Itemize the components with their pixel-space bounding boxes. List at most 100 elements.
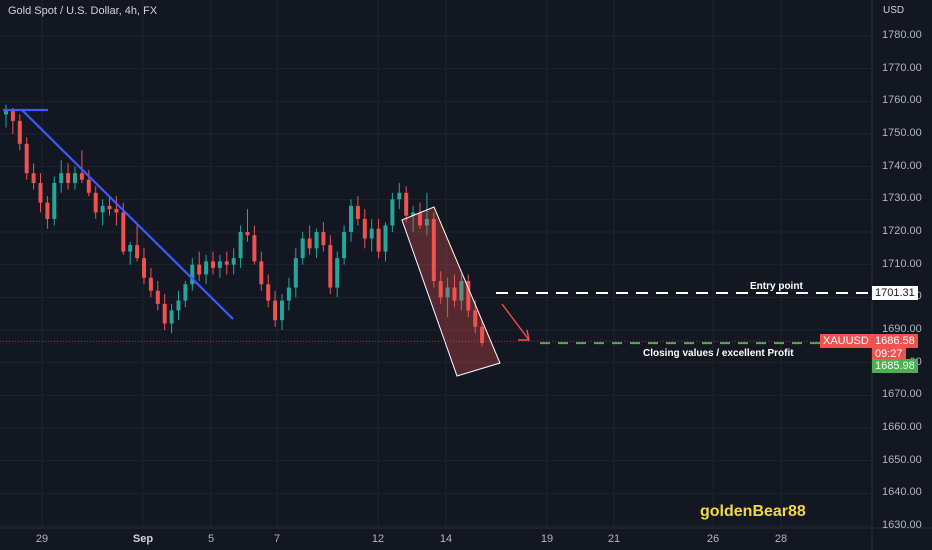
brand-watermark: goldenBear88 <box>700 503 806 520</box>
candle <box>38 173 43 213</box>
candle-body <box>114 209 119 213</box>
candle-body <box>266 284 271 301</box>
candle <box>162 294 167 330</box>
candle-body <box>390 199 395 226</box>
candle-body <box>376 228 381 252</box>
candle-body <box>411 212 416 216</box>
price-tick-label: 1750.00 <box>882 127 922 139</box>
candle <box>404 186 409 223</box>
candle <box>59 160 64 193</box>
candle <box>321 222 326 252</box>
candle-body <box>190 264 195 285</box>
price-tick-label: 1760.00 <box>882 94 922 107</box>
price-tick-label: 1670.00 <box>882 388 922 401</box>
arrow-head <box>518 329 530 341</box>
candle <box>307 225 312 255</box>
candle <box>369 218 374 252</box>
candle <box>438 271 443 304</box>
candle <box>466 274 471 317</box>
candle-body <box>204 261 209 275</box>
candle <box>45 196 50 229</box>
candle-body <box>355 205 360 219</box>
candle <box>342 225 347 265</box>
candlestick-series <box>4 104 485 347</box>
target-price-tag: 1685.98 <box>872 359 918 373</box>
candle <box>314 228 319 259</box>
time-tick-label: 14 <box>439 533 453 545</box>
candle-body <box>397 192 402 200</box>
candle <box>383 222 388 262</box>
price-tick-label: 1720.00 <box>882 225 922 237</box>
candle-body <box>31 173 36 183</box>
candle <box>452 274 457 308</box>
candle-body <box>128 245 133 252</box>
candle <box>349 199 353 242</box>
price-tick-label: 1730.00 <box>882 192 922 205</box>
candle-body <box>135 245 140 259</box>
candle-body <box>404 192 409 216</box>
candle-body <box>155 290 160 304</box>
time-tick-label: 26 <box>706 533 720 545</box>
time-tick-label: 7 <box>273 533 281 545</box>
candle <box>107 196 112 216</box>
candle-body <box>342 232 347 259</box>
candle <box>397 183 402 210</box>
candle-body <box>238 232 243 259</box>
candle <box>31 163 36 190</box>
candle <box>100 199 105 226</box>
candle <box>10 107 15 134</box>
candle <box>224 251 229 275</box>
time-tick-label: 28 <box>774 533 788 545</box>
candle-body <box>79 173 84 180</box>
candle <box>252 225 257 265</box>
candle <box>259 251 264 291</box>
candle-body <box>59 173 64 183</box>
current-price-tag: 1686.58 <box>872 334 918 348</box>
candle-body <box>466 281 471 311</box>
down-arrow-drawing[interactable] <box>501 303 530 341</box>
candle <box>93 186 98 219</box>
candle-body <box>38 183 43 203</box>
candle-body <box>217 261 222 268</box>
candle-body <box>231 258 236 265</box>
candle <box>183 281 188 308</box>
candle <box>217 254 222 278</box>
candle-body <box>273 300 278 321</box>
currency-label: USD <box>883 5 905 16</box>
candle-body <box>45 202 50 219</box>
candle-body <box>17 120 22 144</box>
price-tick-label: 1640.00 <box>882 486 922 499</box>
descending-channel-box[interactable] <box>401 206 501 377</box>
candle <box>176 290 181 321</box>
candle <box>238 225 243 268</box>
countdown-tag: 09:27 <box>872 347 906 361</box>
candle-body <box>293 258 298 288</box>
price-tick-label: 1770.00 <box>882 61 922 74</box>
candle <box>190 258 195 291</box>
candle <box>211 251 215 275</box>
candle-body <box>66 173 71 183</box>
candle-body <box>73 173 77 183</box>
candle <box>328 235 333 295</box>
candle <box>245 209 250 242</box>
candle <box>431 212 436 288</box>
candle-body <box>169 310 174 324</box>
candle <box>390 192 395 232</box>
chart-title: Gold Spot / U.S. Dollar, 4h, FX <box>8 5 158 17</box>
candle-body <box>10 111 15 121</box>
candle-body <box>24 143 29 174</box>
price-tick-label: 1710.00 <box>882 257 922 270</box>
candle-body <box>86 179 91 193</box>
candle-body <box>100 205 105 213</box>
candle-body <box>211 261 215 268</box>
candle <box>376 218 381 259</box>
candle <box>335 251 340 298</box>
candle-body <box>183 284 188 301</box>
candle-body <box>349 205 353 232</box>
trendline[interactable] <box>21 109 234 320</box>
candle-body <box>452 287 457 301</box>
entry-price-tag: 1701.31 <box>872 286 918 300</box>
candle-body <box>245 232 250 236</box>
candle-body <box>314 232 319 249</box>
